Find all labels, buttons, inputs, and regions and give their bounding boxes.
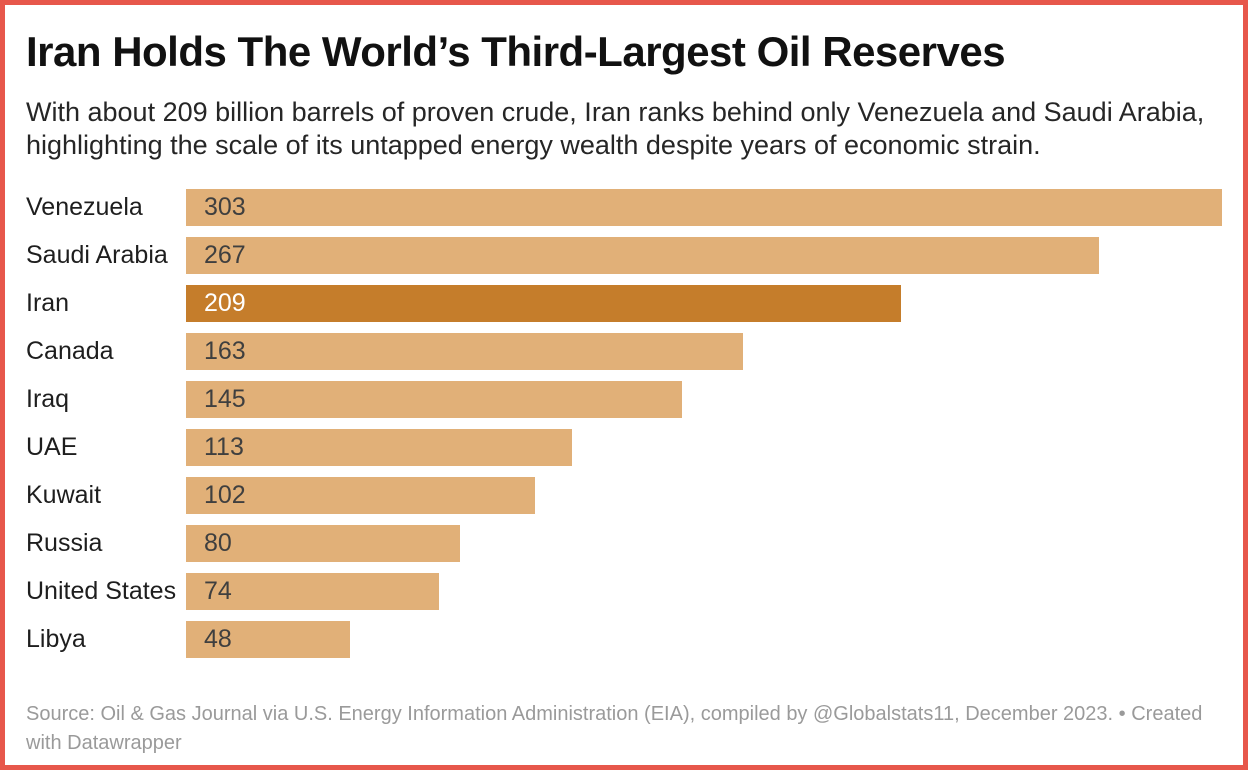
chart-row: Russia 80 <box>26 525 1222 562</box>
value-label: 303 <box>204 193 246 221</box>
bar-track: 48 <box>186 621 1222 658</box>
value-label: 209 <box>204 289 246 317</box>
bar: 267 <box>186 237 1099 274</box>
category-label: Venezuela <box>26 193 143 221</box>
bar: 145 <box>186 381 682 418</box>
category-label: Russia <box>26 529 103 557</box>
value-label: 48 <box>204 625 232 653</box>
bar-track: 145 <box>186 381 1222 418</box>
page-title: Iran Holds The World’s Third-Largest Oil… <box>26 28 1006 75</box>
chart-row: Canada 163 <box>26 333 1222 370</box>
value-label: 145 <box>204 385 246 413</box>
bar: 48 <box>186 621 351 658</box>
category-label: Saudi Arabia <box>26 241 168 269</box>
bar-track: 209 <box>186 285 1222 322</box>
category-label: United States <box>26 577 177 605</box>
bar: 303 <box>186 189 1222 226</box>
chart-row: United States 74 <box>26 573 1222 610</box>
chart-row: Libya 48 <box>26 621 1222 658</box>
chart-row: UAE 113 <box>26 429 1222 466</box>
bar-track: 303 <box>186 189 1222 226</box>
bar-track: 74 <box>186 573 1222 610</box>
category-label: Kuwait <box>26 481 102 509</box>
bar: 74 <box>186 573 440 610</box>
bar-highlighted: 209 <box>186 285 901 322</box>
value-label: 113 <box>204 433 244 461</box>
category-label: Iran <box>26 289 70 317</box>
bar: 102 <box>186 477 535 514</box>
chart-row: Kuwait 102 <box>26 477 1222 514</box>
value-label: 74 <box>204 577 232 605</box>
source-line: Source: Oil & Gas Journal via U.S. Energ… <box>26 700 1222 758</box>
category-label: Canada <box>26 337 114 365</box>
footer-separator: • <box>1118 703 1126 725</box>
chart-row: Saudi Arabia 267 <box>26 237 1222 274</box>
value-label: 267 <box>204 241 246 269</box>
bar: 80 <box>186 525 460 562</box>
value-label: 163 <box>204 337 246 365</box>
bar: 163 <box>186 333 744 370</box>
source-text: Source: Oil & Gas Journal via U.S. Energ… <box>26 703 1114 725</box>
category-label: Iraq <box>26 385 70 413</box>
chart-row: Iran 209 <box>26 285 1222 322</box>
value-label: 80 <box>204 529 232 557</box>
category-label: Libya <box>26 625 86 653</box>
bar-chart: Venezuela 303 Saudi Arabia 267 Iran 209 Canada… <box>26 189 1222 658</box>
created-with-datawrapper-link[interactable]: Created with Datawrapper <box>26 703 1203 754</box>
bar-track: 163 <box>186 333 1222 370</box>
chart-row: Iraq 145 <box>26 381 1222 418</box>
bar-track: 113 <box>186 429 1222 466</box>
bar-track: 80 <box>186 525 1222 562</box>
bar: 113 <box>186 429 573 466</box>
bar-track: 102 <box>186 477 1222 514</box>
category-label: UAE <box>26 433 78 461</box>
chart-row: Venezuela 303 <box>26 189 1222 226</box>
value-label: 102 <box>204 481 246 509</box>
bar-track: 267 <box>186 237 1222 274</box>
chart-subtitle: With about 209 billion barrels of proven… <box>26 97 1205 160</box>
